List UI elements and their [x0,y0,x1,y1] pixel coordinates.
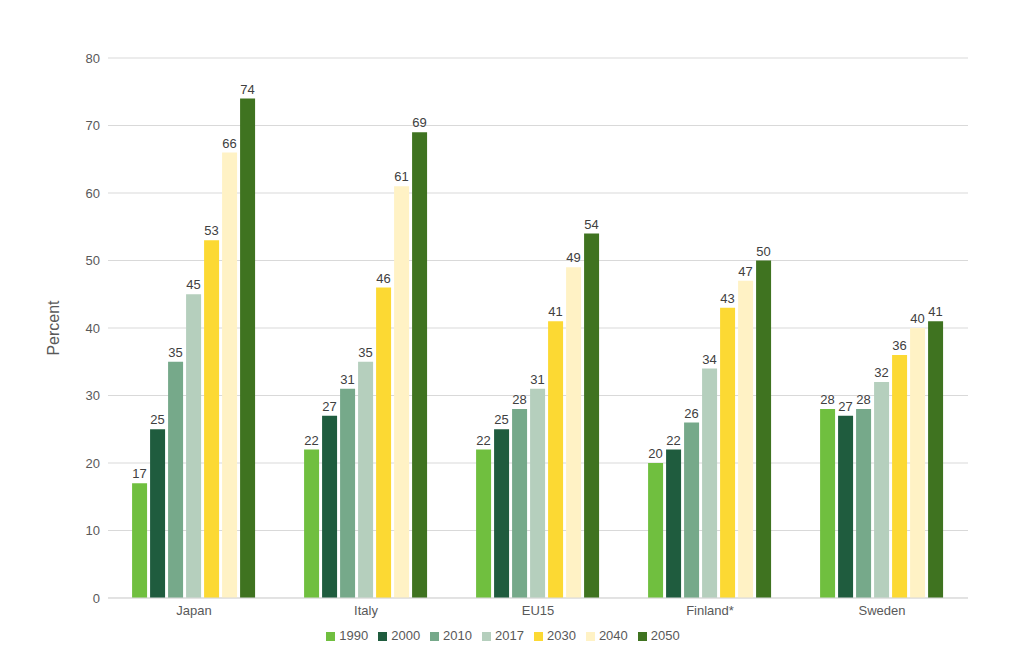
svg-text:28: 28 [512,392,526,407]
svg-text:Sweden: Sweden [859,603,906,618]
svg-text:40: 40 [910,311,924,326]
html-text:2030: 2030 [547,628,576,643]
svg-text:40: 40 [86,321,100,336]
svg-text:66: 66 [222,136,236,151]
svg-text:41: 41 [928,304,942,319]
svg-text:Italy: Italy [354,603,378,618]
html-text:2040: 2040 [598,628,628,643]
svg-text:60: 60 [86,186,100,201]
svg-text:47: 47 [738,264,752,279]
html-text:2017: 2017 [495,628,524,643]
svg-text:28: 28 [820,392,834,407]
svg-text:EU15: EU15 [522,603,555,618]
svg-text:25: 25 [494,412,508,427]
svg-text:Finland*: Finland* [686,603,734,618]
svg-text:74: 74 [240,82,254,97]
html-text:2050: 2050 [650,628,680,643]
svg-text:20: 20 [648,446,662,461]
svg-text:22: 22 [476,433,490,448]
svg-text:0: 0 [93,591,100,606]
svg-text:41: 41 [548,304,562,319]
svg-text:43: 43 [720,291,734,306]
svg-text:Japan: Japan [176,603,211,618]
html-text:2010: 2010 [443,628,472,643]
svg-text:50: 50 [756,244,770,259]
svg-text:80: 80 [86,51,100,66]
svg-text:35: 35 [168,345,182,360]
svg-text:22: 22 [666,433,680,448]
svg-text:61: 61 [394,169,408,184]
svg-text:Percent: Percent [45,300,62,356]
svg-text:17: 17 [132,466,146,481]
svg-text:45: 45 [186,277,200,292]
svg-text:54: 54 [584,217,598,232]
svg-text:27: 27 [322,399,336,414]
svg-text:50: 50 [86,253,100,268]
svg-text:70: 70 [86,118,100,133]
svg-text:30: 30 [86,388,100,403]
svg-text:49: 49 [566,250,580,265]
svg-text:34: 34 [702,352,716,367]
svg-text:25: 25 [150,412,164,427]
svg-text:69: 69 [412,115,426,130]
svg-text:20: 20 [86,456,100,471]
svg-text:31: 31 [340,372,354,387]
svg-text:53: 53 [204,223,218,238]
svg-text:32: 32 [874,365,888,380]
html-text:1990: 1990 [339,628,369,643]
svg-text:46: 46 [376,271,390,286]
svg-text:27: 27 [838,399,852,414]
svg-text:26: 26 [684,406,698,421]
html-text:2000: 2000 [391,628,421,643]
svg-text:10: 10 [86,523,100,538]
svg-text:28: 28 [856,392,870,407]
svg-text:31: 31 [530,372,544,387]
svg-text:36: 36 [892,338,906,353]
svg-text:35: 35 [358,345,372,360]
svg-text:22: 22 [304,433,318,448]
